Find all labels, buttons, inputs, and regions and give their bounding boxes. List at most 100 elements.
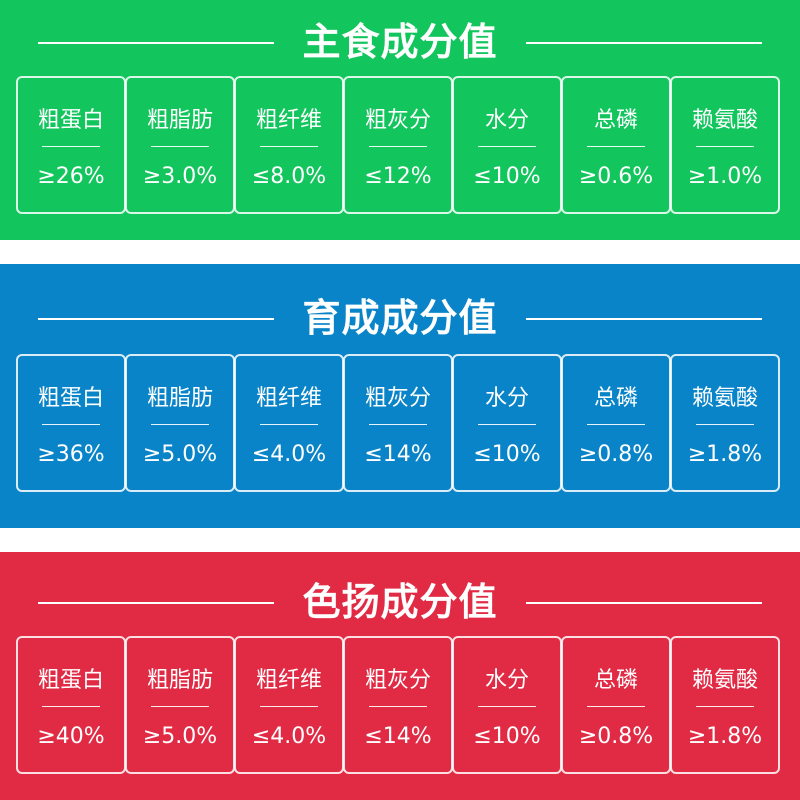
nutrient-card: 水分 ≤10% xyxy=(452,636,562,774)
divider xyxy=(260,706,318,707)
nutrient-grid: 粗蛋白 ≥26% 粗脂肪 ≥3.0% 粗纤维 ≤8.0% 粗灰分 ≤12% 水分 ≤10%… xyxy=(16,76,786,214)
nutrient-value: ≤8.0% xyxy=(251,164,327,189)
nutrient-value: ≥40% xyxy=(37,724,105,749)
nutrient-card: 总磷 ≥0.8% xyxy=(561,636,671,774)
nutrient-label: 水分 xyxy=(484,386,529,411)
divider xyxy=(151,706,209,707)
nutrient-label: 赖氨酸 xyxy=(691,108,758,133)
nutrient-value: ≤4.0% xyxy=(251,442,327,467)
nutrient-card: 总磷 ≥0.6% xyxy=(561,76,671,214)
nutrient-value: ≤14% xyxy=(364,724,432,749)
nutrient-value: ≥0.6% xyxy=(578,164,654,189)
nutrient-value: ≥1.8% xyxy=(687,442,763,467)
nutrient-card: 赖氨酸 ≥1.8% xyxy=(670,636,780,774)
nutrient-card: 粗脂肪 ≥5.0% xyxy=(125,354,235,492)
nutrient-value: ≥26% xyxy=(37,164,105,189)
nutrient-label: 水分 xyxy=(484,108,529,133)
nutrient-value: ≤10% xyxy=(473,442,541,467)
divider xyxy=(696,424,754,425)
nutrient-value: ≤12% xyxy=(364,164,432,189)
panel-header: 色扬成分值 xyxy=(0,576,800,628)
header-line-right xyxy=(526,318,762,320)
nutrient-card: 粗蛋白 ≥36% xyxy=(16,354,126,492)
nutrient-card: 水分 ≤10% xyxy=(452,354,562,492)
nutrient-value: ≥0.8% xyxy=(578,442,654,467)
divider xyxy=(369,146,427,147)
header-line-left xyxy=(38,42,274,44)
nutrient-value: ≥1.8% xyxy=(687,724,763,749)
nutrient-value: ≥5.0% xyxy=(142,724,218,749)
nutrient-label: 赖氨酸 xyxy=(691,386,758,411)
nutrient-label: 赖氨酸 xyxy=(691,668,758,693)
divider xyxy=(42,146,100,147)
divider xyxy=(587,146,645,147)
nutrient-label: 水分 xyxy=(484,668,529,693)
nutrient-label: 粗脂肪 xyxy=(146,108,213,133)
nutrient-card: 赖氨酸 ≥1.8% xyxy=(670,354,780,492)
panel-main-feed: 主食成分值 粗蛋白 ≥26% 粗脂肪 ≥3.0% 粗纤维 ≤8.0% 粗灰分 ≤12% … xyxy=(0,0,800,240)
header-line-left xyxy=(38,318,274,320)
nutrient-label: 粗脂肪 xyxy=(146,668,213,693)
nutrient-value: ≤4.0% xyxy=(251,724,327,749)
divider xyxy=(478,146,536,147)
nutrient-card: 粗纤维 ≤8.0% xyxy=(234,76,344,214)
nutrient-value: ≤10% xyxy=(473,724,541,749)
panel-growth-feed: 育成成分值 粗蛋白 ≥36% 粗脂肪 ≥5.0% 粗纤维 ≤4.0% 粗灰分 ≤14% … xyxy=(0,264,800,528)
nutrient-grid: 粗蛋白 ≥40% 粗脂肪 ≥5.0% 粗纤维 ≤4.0% 粗灰分 ≤14% 水分 ≤10%… xyxy=(16,636,786,774)
nutrient-label: 粗纤维 xyxy=(255,386,322,411)
panel-header: 育成成分值 xyxy=(0,292,800,344)
divider xyxy=(151,424,209,425)
divider xyxy=(42,706,100,707)
nutrient-value: ≥5.0% xyxy=(142,442,218,467)
nutrient-grid: 粗蛋白 ≥36% 粗脂肪 ≥5.0% 粗纤维 ≤4.0% 粗灰分 ≤14% 水分 ≤10%… xyxy=(16,354,786,492)
nutrient-label: 粗纤维 xyxy=(255,108,322,133)
nutrient-card: 总磷 ≥0.8% xyxy=(561,354,671,492)
nutrient-label: 粗灰分 xyxy=(364,386,431,411)
nutrient-card: 粗灰分 ≤12% xyxy=(343,76,453,214)
panel-header: 主食成分值 xyxy=(0,16,800,68)
panel-title: 色扬成分值 xyxy=(302,580,498,624)
nutrient-card: 粗灰分 ≤14% xyxy=(343,636,453,774)
nutrient-value: ≥1.0% xyxy=(687,164,763,189)
nutrient-card: 粗脂肪 ≥3.0% xyxy=(125,76,235,214)
nutrient-value: ≥36% xyxy=(37,442,105,467)
header-line-left xyxy=(38,602,274,604)
divider xyxy=(696,146,754,147)
panel-title: 主食成分值 xyxy=(302,20,498,64)
nutrient-card: 粗蛋白 ≥40% xyxy=(16,636,126,774)
divider xyxy=(260,146,318,147)
nutrient-label: 粗脂肪 xyxy=(146,386,213,411)
nutrient-label: 粗灰分 xyxy=(364,108,431,133)
nutrient-card: 粗脂肪 ≥5.0% xyxy=(125,636,235,774)
nutrient-card: 粗蛋白 ≥26% xyxy=(16,76,126,214)
nutrient-card: 粗纤维 ≤4.0% xyxy=(234,354,344,492)
nutrient-card: 粗灰分 ≤14% xyxy=(343,354,453,492)
divider xyxy=(260,424,318,425)
nutrient-value: ≥3.0% xyxy=(142,164,218,189)
nutrient-card: 水分 ≤10% xyxy=(452,76,562,214)
nutrient-label: 总磷 xyxy=(593,386,638,411)
divider xyxy=(369,424,427,425)
divider xyxy=(478,424,536,425)
nutrient-label: 粗蛋白 xyxy=(37,108,104,133)
nutrient-card: 粗纤维 ≤4.0% xyxy=(234,636,344,774)
divider xyxy=(587,424,645,425)
divider xyxy=(587,706,645,707)
divider xyxy=(478,706,536,707)
panel-title: 育成成分值 xyxy=(302,296,498,340)
header-line-right xyxy=(526,602,762,604)
divider xyxy=(696,706,754,707)
divider xyxy=(151,146,209,147)
nutrient-label: 粗蛋白 xyxy=(37,668,104,693)
nutrient-label: 粗灰分 xyxy=(364,668,431,693)
nutrient-label: 粗纤维 xyxy=(255,668,322,693)
nutrient-label: 总磷 xyxy=(593,668,638,693)
nutrient-card: 赖氨酸 ≥1.0% xyxy=(670,76,780,214)
panel-color-feed: 色扬成分值 粗蛋白 ≥40% 粗脂肪 ≥5.0% 粗纤维 ≤4.0% 粗灰分 ≤14% … xyxy=(0,552,800,800)
nutrient-value: ≤14% xyxy=(364,442,432,467)
nutrient-value: ≤10% xyxy=(473,164,541,189)
nutrient-label: 总磷 xyxy=(593,108,638,133)
divider xyxy=(42,424,100,425)
nutrient-value: ≥0.8% xyxy=(578,724,654,749)
nutrient-label: 粗蛋白 xyxy=(37,386,104,411)
